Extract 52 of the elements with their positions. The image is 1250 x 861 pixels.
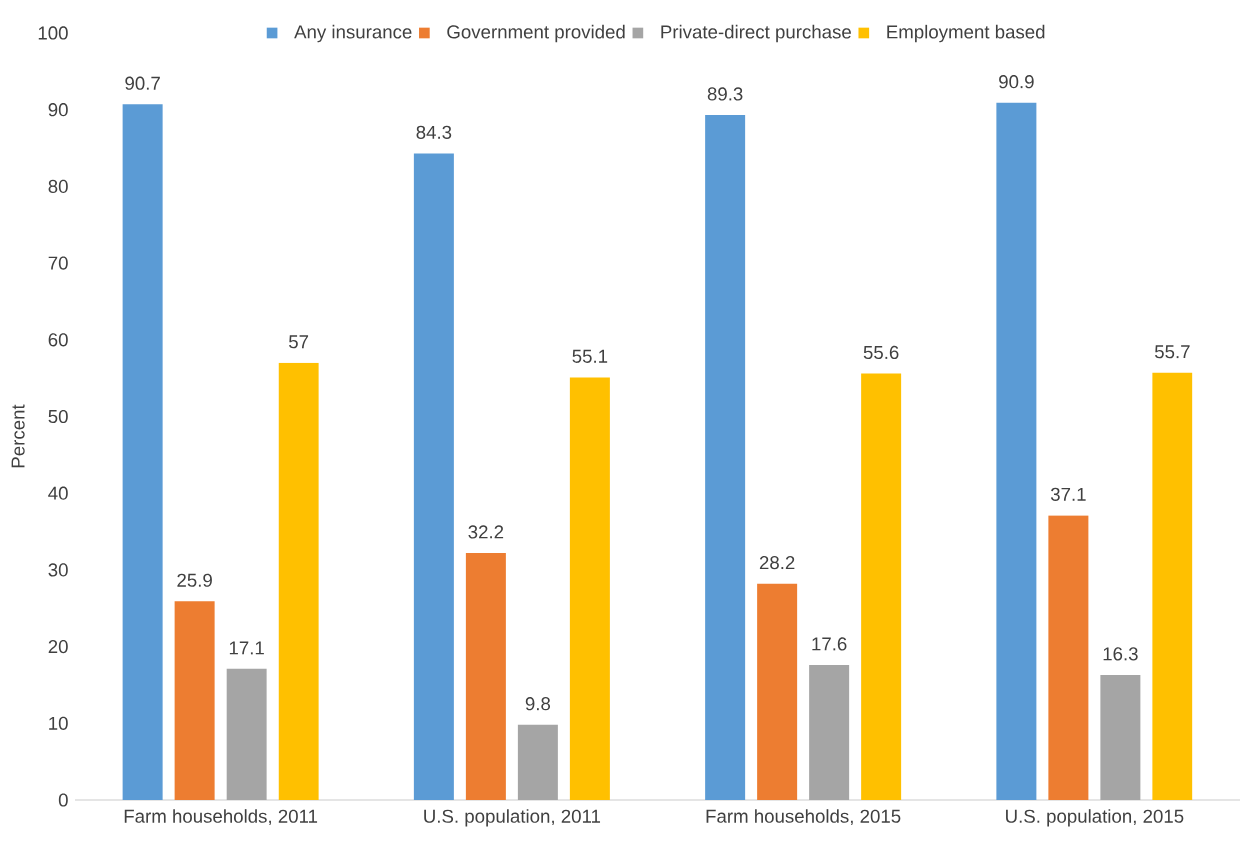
x-tick-label: U.S. population, 2015 [1006, 809, 1184, 827]
bar [861, 373, 902, 800]
y-tick-label: 0 [58, 793, 68, 807]
bar [1100, 674, 1141, 800]
bar [122, 104, 163, 800]
y-tick-label: 90 [48, 103, 68, 117]
y-tick-label: 60 [48, 333, 68, 347]
bar [1152, 372, 1193, 800]
data-label: 9.8 [525, 697, 551, 711]
legend-label: Employment based [887, 24, 1045, 43]
legend-label: Any insurance [294, 24, 412, 43]
data-label: 17.6 [812, 637, 847, 651]
y-tick-label: 30 [48, 563, 68, 577]
legend-label: Government provided [447, 24, 625, 43]
y-tick-label: 50 [48, 409, 68, 424]
data-label: 90.7 [125, 76, 160, 90]
data-label: 90.9 [999, 75, 1034, 89]
y-axis-title: Percent [11, 404, 25, 468]
y-tick-label: 100 [38, 26, 68, 40]
data-label: 37.1 [1050, 487, 1086, 501]
bar [278, 362, 319, 800]
y-tick-label: 80 [48, 179, 68, 194]
x-tick-label: U.S. population, 2011 [424, 809, 601, 827]
bar [809, 665, 850, 800]
bar [465, 553, 506, 800]
data-label: 84.3 [416, 125, 452, 139]
y-tick-label: 70 [48, 256, 68, 270]
legend-label: Private-direct purchase [661, 24, 851, 43]
data-label: 55.6 [863, 345, 899, 360]
data-label: 89.3 [707, 87, 743, 101]
y-tick-label: 20 [48, 639, 68, 654]
data-label: 28.2 [759, 555, 795, 570]
bar [705, 115, 746, 800]
bar [174, 601, 215, 800]
data-label: 25.9 [177, 573, 212, 587]
bar [1048, 515, 1089, 800]
bar [757, 583, 798, 800]
data-label: 55.1 [572, 349, 608, 363]
bar [569, 377, 610, 800]
data-label: 57 [289, 335, 309, 349]
data-label: 55.7 [1154, 345, 1190, 359]
bar [226, 668, 267, 800]
y-tick-label: 10 [49, 716, 68, 730]
data-label: 17.1 [229, 641, 264, 655]
y-tick-label: 40 [48, 486, 68, 500]
data-label: 32.2 [468, 525, 504, 539]
data-label: 16.3 [1103, 647, 1138, 661]
x-tick-label: Farm households, 2015 [706, 809, 901, 826]
bar [517, 724, 558, 800]
bar [413, 153, 454, 800]
x-tick-label: Farm households, 2011 [124, 809, 318, 826]
bar [996, 102, 1037, 800]
